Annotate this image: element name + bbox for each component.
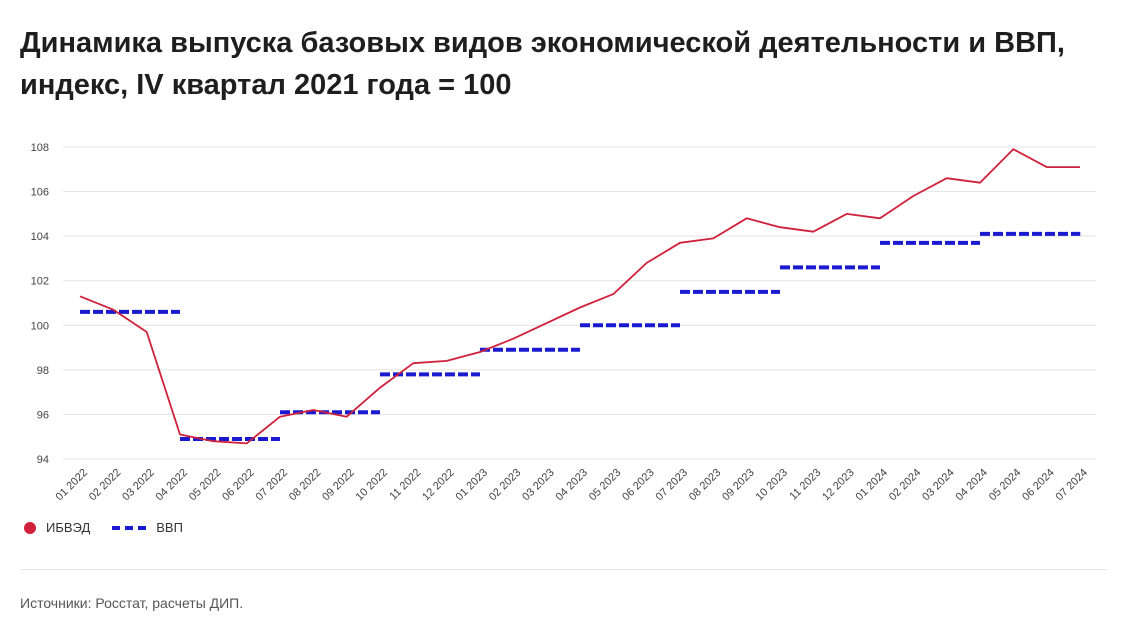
x-tick-label: 11 2022 <box>387 467 423 503</box>
x-tick-label: 01 2024 <box>854 467 891 504</box>
x-tick-label: 03 2022 <box>120 467 157 504</box>
ibved-point <box>1011 147 1015 151</box>
legend-item-gdp[interactable]: ВВП <box>112 520 183 535</box>
x-tick-label: 01 2023 <box>454 467 491 504</box>
ibved-point <box>78 294 82 298</box>
ibved-point <box>378 386 382 390</box>
x-tick-label: 02 2024 <box>887 467 924 504</box>
x-tick-label: 06 2024 <box>1020 467 1057 504</box>
ibved-point <box>211 439 215 443</box>
x-tick-label: 04 2024 <box>954 467 991 504</box>
x-tick-label: 10 2023 <box>754 467 791 504</box>
ibved-point <box>511 337 515 341</box>
source-note: Источники: Росстат, расчеты ДИП. <box>20 595 244 611</box>
x-tick-label: 07 2023 <box>654 467 691 504</box>
ibved-point <box>178 432 182 436</box>
y-tick-label: 94 <box>37 454 49 466</box>
ibved-point <box>811 230 815 234</box>
x-tick-label: 01 2022 <box>54 467 91 504</box>
divider <box>20 569 1107 570</box>
x-tick-label: 03 2023 <box>520 467 557 504</box>
ibved-line <box>79 148 1080 445</box>
legend-item-ibved[interactable]: ИБВЭД <box>24 520 90 535</box>
y-tick-label: 100 <box>31 320 49 332</box>
x-tick-label: 07 2024 <box>1054 467 1091 504</box>
x-tick-label: 12 2022 <box>420 467 457 504</box>
ibved-point <box>278 415 282 419</box>
x-tick-label: 09 2022 <box>320 467 357 504</box>
ibved-point <box>778 225 782 229</box>
chart-title-line-1: Динамика выпуска базовых видов экономиче… <box>20 27 1065 59</box>
ibved-point <box>978 181 982 185</box>
ibved-point <box>678 241 682 245</box>
ibved-point <box>878 216 882 220</box>
x-tick-label: 09 2023 <box>720 467 757 504</box>
ibved-point <box>445 359 449 363</box>
ibved-point <box>411 361 415 365</box>
legend: ИБВЭД ВВП <box>24 520 205 535</box>
ibved-point <box>945 176 949 180</box>
x-tick-label: 03 2024 <box>920 467 957 504</box>
ibved-point <box>578 305 582 309</box>
ibved-point <box>245 441 249 445</box>
ibved-point <box>845 212 849 216</box>
x-tick-label: 05 2024 <box>987 467 1024 504</box>
ibved-point <box>1078 165 1082 169</box>
legend-marker-dot <box>24 521 36 534</box>
x-tick-label: 06 2022 <box>220 467 257 504</box>
ibved-point <box>1045 165 1049 169</box>
ibved-point <box>478 350 482 354</box>
ibved-point <box>611 292 615 296</box>
y-tick-label: 96 <box>37 409 49 421</box>
y-tick-label: 102 <box>31 276 49 288</box>
legend-label-ibved: ИБВЭД <box>46 520 91 535</box>
ibved-point <box>345 415 349 419</box>
y-tick-label: 98 <box>37 365 49 377</box>
y-tick-label: 106 <box>31 187 49 199</box>
ibved-point <box>145 330 149 334</box>
x-tick-label: 10 2022 <box>354 467 391 504</box>
y-tick-label: 108 <box>31 142 49 154</box>
ibved-point <box>545 321 549 325</box>
ibved-point <box>645 261 649 265</box>
x-tick-label: 12 2023 <box>820 467 857 504</box>
x-tick-label: 02 2022 <box>87 467 124 504</box>
ibved-point <box>111 308 115 312</box>
ibved-point <box>911 194 915 198</box>
x-tick-label: 11 2023 <box>787 467 823 503</box>
x-tick-label: 08 2022 <box>287 467 324 504</box>
x-tick-label: 07 2022 <box>254 467 291 504</box>
x-tick-label: 08 2023 <box>687 467 724 504</box>
x-tick-label: 02 2023 <box>487 467 524 504</box>
x-tick-label: 05 2023 <box>587 467 624 504</box>
x-tick-label: 04 2023 <box>554 467 591 504</box>
legend-marker-dash <box>112 525 147 530</box>
chart-title: Динамика выпуска базовых видов экономиче… <box>20 22 1110 106</box>
chart-title-line-2: индекс, IV квартал 2021 года = 100 <box>20 69 512 101</box>
ibved-point <box>711 236 715 240</box>
ibved-point <box>311 408 315 412</box>
x-tick-label: 04 2022 <box>154 467 191 504</box>
legend-label-gdp: ВВП <box>156 520 183 535</box>
x-tick-label: 05 2022 <box>187 467 224 504</box>
x-tick-label: 06 2023 <box>620 467 657 504</box>
ibved-point <box>745 216 749 220</box>
y-tick-label: 104 <box>31 231 49 243</box>
